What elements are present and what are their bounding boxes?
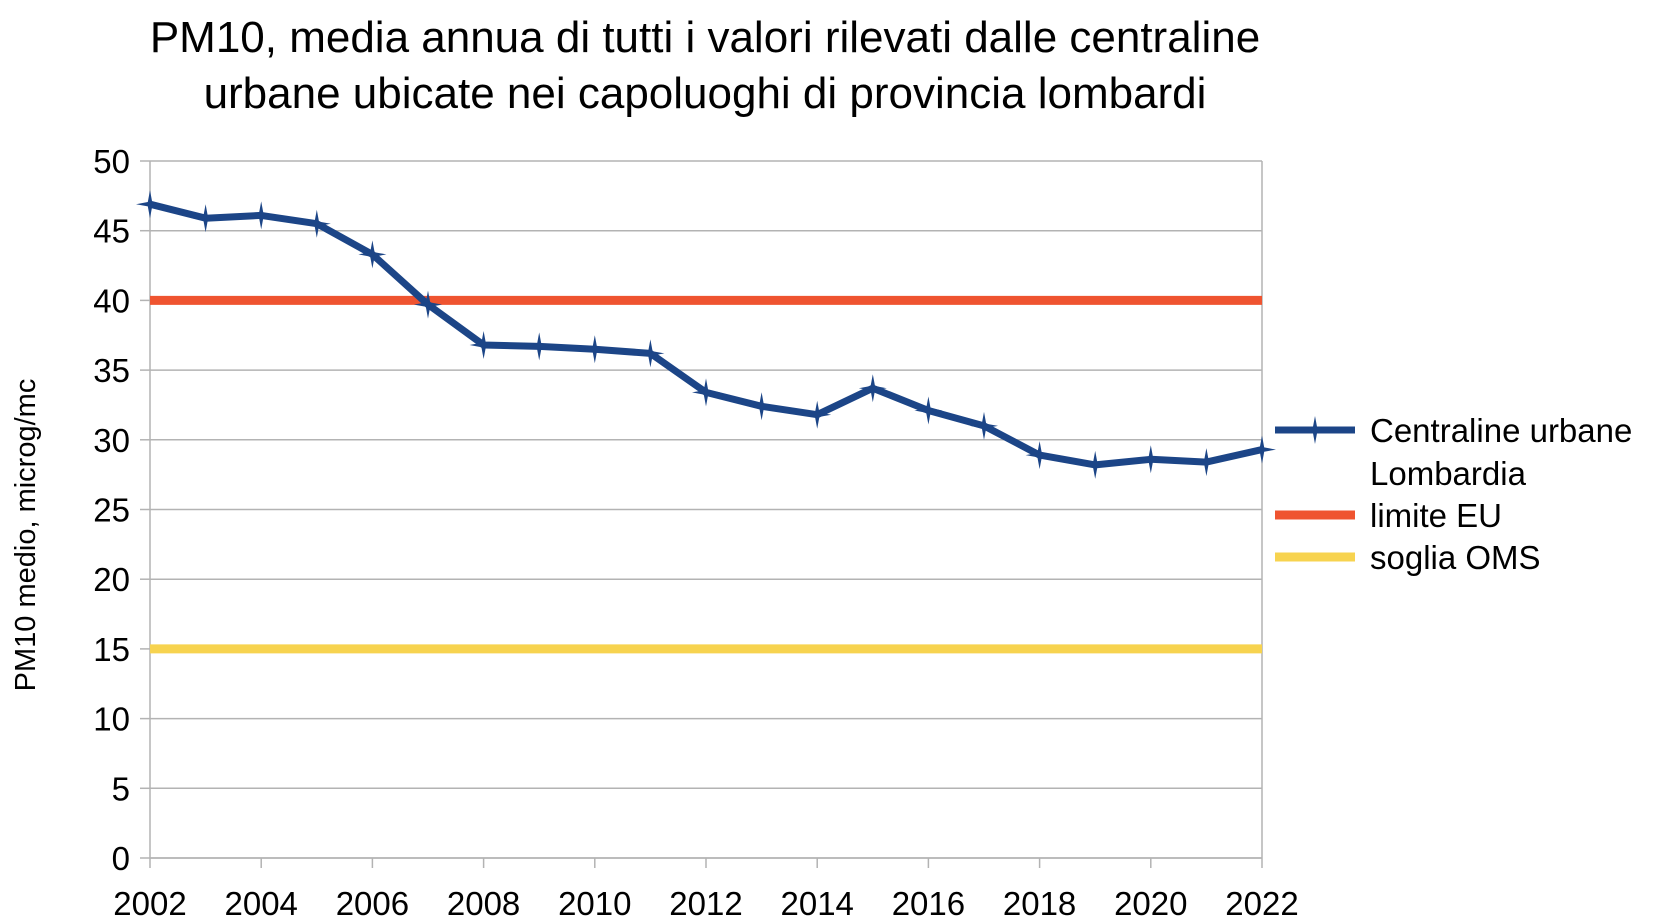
data-point-2011 [636,339,665,368]
x-tick-label-2014: 2014 [780,885,853,922]
data-point-2021 [1192,448,1221,477]
x-tick-label-2016: 2016 [892,885,965,922]
y-tick-label-20: 20 [93,561,130,598]
data-point-2016 [914,396,943,425]
legend-label-0-0: Centraline urbane [1370,412,1632,449]
x-tick-label-2008: 2008 [447,885,520,922]
data-point-2008 [469,331,498,359]
legend: Centraline urbane Lombardia limite EU sogli… [1275,412,1632,576]
data-point-2014 [803,400,832,429]
chart-title-line-1: PM10, media annua di tutti i valori rile… [149,13,1261,62]
x-tick-label-2010: 2010 [558,885,631,922]
series-line-0 [149,200,1263,469]
legend-label-2-0: soglia OMS [1370,539,1541,576]
y-tick-label-30: 30 [93,422,130,459]
x-tick-label-2012: 2012 [669,885,742,922]
data-point-2009 [525,332,554,361]
data-point-2002 [136,190,164,219]
x-tick-label-2020: 2020 [1114,885,1187,922]
y-tick-label-40: 40 [93,282,130,319]
y-tick-label-35: 35 [93,352,130,389]
data-point-2020 [1136,445,1165,474]
legend-marker-0 [1301,416,1329,444]
data-point-2003 [191,204,220,233]
chart-title-line-2: urbane ubicate nei capoluoghi di provinc… [203,69,1207,118]
data-point-2010 [580,335,609,364]
y-tick-label-5: 5 [112,770,130,807]
data-point-2012 [692,378,720,407]
chart-title: PM10, media annua di tutti i valori rile… [40,10,1370,122]
y-tick-label-15: 15 [93,631,130,668]
data-point-2022 [1248,435,1276,464]
y-tick-label-50: 50 [93,143,130,180]
y-axis-label: PM10 medio, microg/mc [10,379,42,692]
data-point-2007 [414,290,442,319]
legend-label-1-0: limite EU [1370,497,1502,534]
grid-lines [150,160,1262,859]
y-tick-label-45: 45 [93,213,130,250]
series-lines [136,190,1276,654]
data-point-2006 [358,240,387,269]
data-point-2018 [1025,441,1054,470]
x-tick-label-2006: 2006 [336,885,409,922]
x-tick-label-2022: 2022 [1225,885,1298,922]
y-tick-label-10: 10 [93,701,130,738]
x-tick-label-2018: 2018 [1003,885,1076,922]
y-tick-label-25: 25 [93,492,130,529]
y-axis-ticks: 0 5 10 15 20 25 30 35 40 45 50 [93,143,150,877]
data-point-2013 [747,392,776,421]
data-point-2017 [970,411,998,440]
x-tick-label-2002: 2002 [113,885,186,922]
legend-label-0-1: Lombardia [1370,455,1527,492]
x-axis-ticks: 2002 2004 2006 2008 2010 2012 2014 2016 2018 2020… [113,858,1299,922]
x-tick-label-2004: 2004 [224,885,297,922]
data-point-2004 [247,201,276,230]
data-point-2019 [1081,450,1110,479]
data-point-2005 [302,209,331,238]
data-point-2015 [858,374,887,403]
y-tick-label-0: 0 [112,840,130,877]
